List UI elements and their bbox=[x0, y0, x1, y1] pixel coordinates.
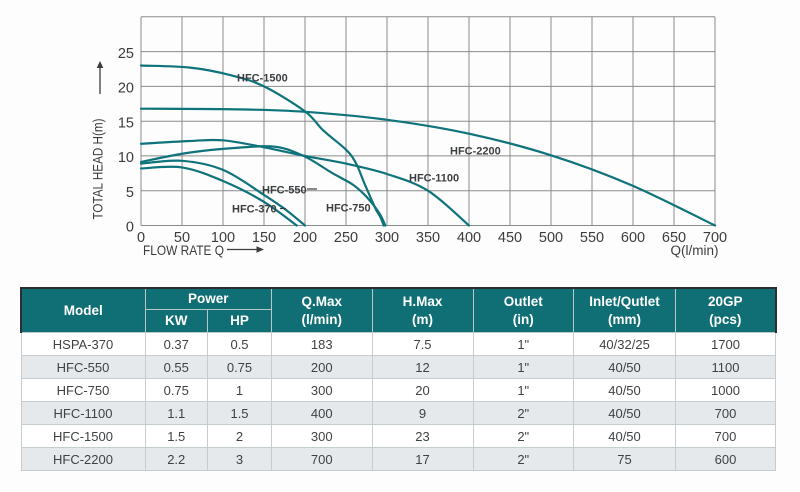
svg-text:0: 0 bbox=[137, 230, 145, 246]
svg-text:50: 50 bbox=[174, 230, 190, 246]
svg-text:HFC-550: HFC-550 bbox=[262, 185, 307, 197]
svg-text:650: 650 bbox=[662, 230, 686, 246]
svg-text:20: 20 bbox=[118, 81, 134, 97]
svg-text:450: 450 bbox=[498, 230, 522, 246]
svg-text:600: 600 bbox=[621, 230, 645, 246]
svg-text:300: 300 bbox=[375, 230, 399, 246]
svg-text:500: 500 bbox=[539, 230, 563, 246]
svg-text:TOTAL HEAD H(m): TOTAL HEAD H(m) bbox=[91, 119, 106, 220]
svg-text:350: 350 bbox=[416, 230, 440, 246]
svg-text:5: 5 bbox=[126, 185, 134, 201]
svg-text:0: 0 bbox=[126, 220, 134, 236]
svg-text:10: 10 bbox=[118, 150, 134, 166]
svg-text:15: 15 bbox=[118, 115, 134, 131]
svg-text:150: 150 bbox=[252, 230, 276, 246]
svg-text:HFC-1100: HFC-1100 bbox=[409, 173, 459, 185]
svg-text:700: 700 bbox=[703, 230, 727, 246]
svg-text:FLOW RATE Q: FLOW RATE Q bbox=[143, 242, 224, 258]
svg-text:400: 400 bbox=[457, 230, 481, 246]
svg-text:HFC-2200: HFC-2200 bbox=[450, 146, 501, 158]
svg-text:200: 200 bbox=[293, 230, 317, 246]
svg-text:100: 100 bbox=[211, 230, 235, 246]
svg-text:HFC-1500: HFC-1500 bbox=[237, 73, 288, 85]
svg-text:HFC-750: HFC-750 bbox=[326, 203, 371, 215]
svg-text:250: 250 bbox=[334, 230, 358, 246]
svg-text:25: 25 bbox=[118, 46, 134, 62]
svg-text:HFC-370: HFC-370 bbox=[232, 204, 277, 216]
svg-text:Q(l/min): Q(l/min) bbox=[671, 243, 719, 258]
svg-text:550: 550 bbox=[580, 230, 604, 246]
